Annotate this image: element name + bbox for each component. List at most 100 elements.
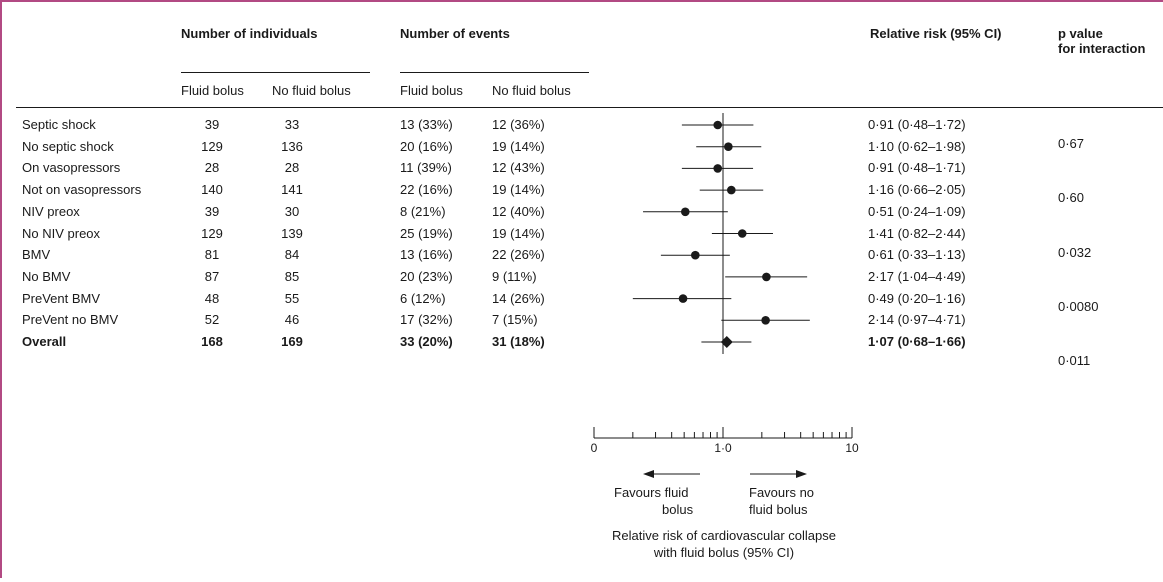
header-relative-risk: Relative risk (95% CI) xyxy=(870,26,1002,41)
x-axis-label-line1: Relative risk of cardiovascular collapse xyxy=(612,528,836,543)
row-events-no-fluid: 14 (26%) xyxy=(492,290,545,306)
row-individuals-fluid: 87 xyxy=(204,268,220,284)
row-events-no-fluid: 7 (15%) xyxy=(492,312,538,328)
row-individuals-no-fluid: 141 xyxy=(281,182,303,198)
header-number-of-individuals: Number of individuals xyxy=(181,26,318,41)
row-events-no-fluid: 19 (14%) xyxy=(492,138,545,154)
row-individuals-no-fluid: 136 xyxy=(281,138,303,154)
row-individuals-fluid: 28 xyxy=(204,160,220,176)
row-individuals-fluid: 52 xyxy=(204,312,220,328)
favours-fluid-line2: bolus xyxy=(662,502,694,517)
row-events-no-fluid: 12 (36%) xyxy=(492,117,545,132)
row-individuals-no-fluid: 55 xyxy=(284,290,300,306)
subheader-events-no-fluid: No fluid bolus xyxy=(492,83,571,98)
point-estimate xyxy=(713,164,723,173)
point-estimate xyxy=(761,316,770,325)
x-axis-tick-label: 0 xyxy=(591,441,598,455)
row-events-no-fluid: 31 (18%) xyxy=(492,334,545,349)
row-events-fluid: 6 (12%) xyxy=(400,290,446,306)
row-relative-risk: 0·91 (0·48–1·71) xyxy=(868,160,966,176)
row-label: On vasopressors xyxy=(22,160,121,176)
p-value-bmv: 0·0080 xyxy=(1058,299,1099,314)
table-header-rule xyxy=(16,107,1163,108)
row-events-fluid: 25 (19%) xyxy=(400,225,453,241)
subheader-individuals-fluid: Fluid bolus xyxy=(181,83,244,98)
row-relative-risk: 1·16 (0·66–2·05) xyxy=(868,182,966,198)
row-individuals-fluid: 39 xyxy=(204,117,220,132)
row-label: BMV xyxy=(22,247,51,263)
row-individuals-no-fluid: 46 xyxy=(284,312,300,328)
events-header-rule xyxy=(400,72,589,73)
point-estimate xyxy=(737,229,747,238)
row-events-fluid: 20 (16%) xyxy=(400,138,453,154)
row-relative-risk: 0·61 (0·33–1·13) xyxy=(868,247,966,263)
row-events-no-fluid: 12 (43%) xyxy=(492,160,545,176)
row-label: Not on vasopressors xyxy=(22,182,142,198)
p-value-vasopressors: 0·60 xyxy=(1058,190,1085,205)
x-axis-tick-label: 10 xyxy=(845,441,859,455)
row-events-fluid: 8 (21%) xyxy=(400,203,446,219)
header-p-value-line1: p value xyxy=(1058,26,1103,41)
point-estimate xyxy=(724,142,733,151)
subheader-individuals-no-fluid: No fluid bolus xyxy=(272,83,351,98)
row-events-fluid: 22 (16%) xyxy=(400,182,453,198)
p-value-septic: 0·67 xyxy=(1058,136,1085,151)
row-relative-risk: 0·49 (0·20–1·16) xyxy=(868,290,966,306)
row-relative-risk: 1·41 (0·82–2·44) xyxy=(868,225,966,241)
row-relative-risk: 2·14 (0·97–4·71) xyxy=(868,312,966,328)
overall-diamond xyxy=(720,336,733,348)
row-events-no-fluid: 22 (26%) xyxy=(492,247,545,263)
row-events-fluid: 17 (32%) xyxy=(400,312,453,328)
row-relative-risk: 1·07 (0·68–1·66) xyxy=(868,334,966,349)
point-estimate xyxy=(678,294,688,303)
row-individuals-no-fluid: 28 xyxy=(284,160,300,176)
row-relative-risk: 2·17 (1·04–4·49) xyxy=(868,268,966,284)
row-events-no-fluid: 12 (40%) xyxy=(492,203,545,219)
subheader-events-fluid: Fluid bolus xyxy=(400,83,463,98)
row-label: Overall xyxy=(22,334,67,349)
row-label: NIV preox xyxy=(22,203,80,219)
row-individuals-no-fluid: 30 xyxy=(284,203,300,219)
row-label: PreVent no BMV xyxy=(22,312,119,328)
favours-no-fluid-line1: Favours no xyxy=(749,485,815,500)
row-individuals-fluid: 140 xyxy=(201,182,223,198)
row-events-no-fluid: 19 (14%) xyxy=(492,225,545,241)
row-events-fluid: 20 (23%) xyxy=(400,268,453,284)
row-individuals-fluid: 129 xyxy=(201,138,223,154)
x-axis-tick-label: 1·0 xyxy=(714,441,732,455)
row-relative-risk: 0·91 (0·48–1·72) xyxy=(868,117,966,132)
point-estimate xyxy=(762,272,771,282)
point-estimate xyxy=(727,185,736,195)
header-number-of-events: Number of events xyxy=(400,26,510,41)
row-individuals-no-fluid: 169 xyxy=(281,334,303,349)
favours-no-fluid-line2: fluid bolus xyxy=(749,502,808,517)
row-individuals-no-fluid: 85 xyxy=(284,268,300,284)
row-events-fluid: 13 (16%) xyxy=(400,247,453,263)
row-individuals-fluid: 48 xyxy=(204,290,220,306)
row-relative-risk: 0·51 (0·24–1·09) xyxy=(868,203,966,219)
row-individuals-no-fluid: 139 xyxy=(281,225,303,241)
x-axis-label-line2: with fluid bolus (95% CI) xyxy=(653,545,795,560)
p-value-niv: 0·032 xyxy=(1058,245,1092,260)
favours-fluid-line1: Favours fluid xyxy=(614,485,689,500)
row-events-no-fluid: 9 (11%) xyxy=(492,268,537,284)
row-individuals-fluid: 129 xyxy=(201,225,223,241)
row-individuals-no-fluid: 33 xyxy=(284,117,300,132)
row-events-fluid: 11 (39%) xyxy=(400,160,452,176)
forest-plot: 0 1·0 10 xyxy=(591,113,859,478)
row-individuals-no-fluid: 84 xyxy=(284,247,300,263)
favours-fluid-arrow-head xyxy=(643,470,654,478)
row-events-no-fluid: 19 (14%) xyxy=(492,182,545,198)
point-estimate xyxy=(713,120,723,130)
row-label: No septic shock xyxy=(22,138,114,154)
row-label: Septic shock xyxy=(22,117,96,132)
row-label: No BMV xyxy=(22,268,71,284)
row-events-fluid: 13 (33%) xyxy=(400,117,453,132)
row-events-fluid: 33 (20%) xyxy=(400,334,453,349)
individuals-header-rule xyxy=(181,72,370,73)
point-estimate xyxy=(691,250,700,260)
row-label: PreVent BMV xyxy=(22,290,101,306)
row-relative-risk: 1·10 (0·62–1·98) xyxy=(868,138,966,154)
favours-no-fluid-arrow-head xyxy=(796,470,807,478)
